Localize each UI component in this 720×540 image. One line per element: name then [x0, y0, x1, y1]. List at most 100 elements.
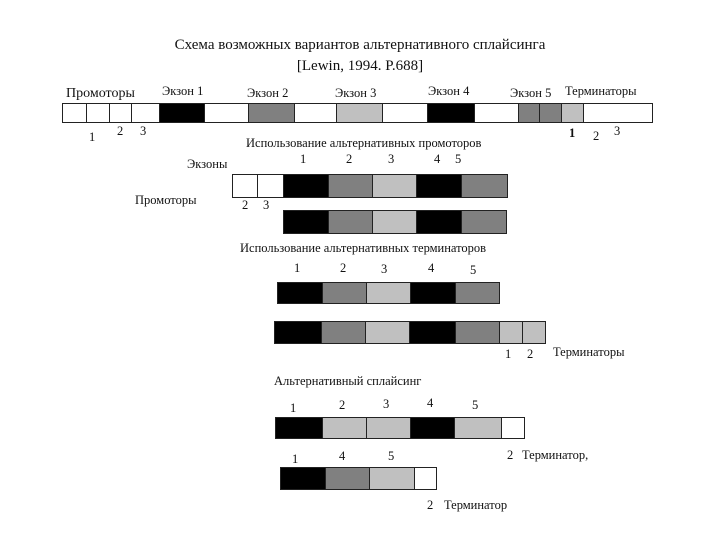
exon-5-segment	[462, 175, 507, 197]
exon-number: 2	[346, 152, 353, 166]
exon-5-segment	[456, 322, 500, 343]
promoter-number: 2	[117, 124, 124, 138]
alt-promoters-heading: Использование альтернативных промоторов	[246, 136, 482, 150]
exon-3-label: Экзон 3	[335, 86, 377, 100]
exon-number: 4	[434, 152, 441, 166]
exon-2-segment	[329, 175, 373, 197]
terminator-number: 2	[593, 129, 600, 143]
exon-1-segment	[284, 211, 329, 233]
transcript-terminator-1	[277, 282, 500, 304]
terminator-number: 1	[505, 347, 512, 361]
exon-number: 1	[292, 452, 299, 466]
exon-number: 2	[340, 261, 347, 275]
exon-4-segment	[326, 468, 370, 489]
intron-segment	[295, 104, 337, 122]
exon-5-segment	[519, 104, 540, 122]
exon-1-segment	[284, 175, 329, 197]
intron-segment	[205, 104, 249, 122]
terminator-2-segment	[562, 104, 584, 122]
exon-3-segment	[373, 211, 417, 233]
terminator-3-segment	[584, 104, 613, 122]
alt-terminators-heading: Использование альтернативных терминаторо…	[240, 241, 487, 255]
promoter-number: 3	[263, 198, 270, 212]
promoter-number: 2	[242, 198, 249, 212]
exon-4-segment	[417, 211, 462, 233]
terminator-label: Терминатор	[444, 498, 508, 512]
terminator-1-segment	[500, 322, 523, 343]
exon-1-label: Экзон 1	[162, 84, 204, 98]
promoter-segment	[258, 175, 284, 197]
exon-4-segment	[410, 322, 456, 343]
exon-number: 3	[388, 152, 395, 166]
exon-4-segment	[411, 283, 456, 303]
exon-1-segment	[276, 418, 323, 438]
exon-2-segment	[329, 211, 373, 233]
diagram-title: Схема возможных вариантов альтернативног…	[174, 37, 546, 53]
exon-2-segment	[249, 104, 295, 122]
terminators-label-2: Терминаторы	[553, 345, 625, 359]
exon-5-segment	[456, 283, 499, 303]
exon-number: 4	[427, 396, 434, 410]
exon-number: 5	[470, 263, 477, 277]
exon-number: 2	[339, 398, 346, 412]
terminator-2-segment	[502, 418, 524, 438]
promoter-2-segment	[110, 104, 132, 122]
promoter-number: 1	[89, 130, 96, 144]
terminator-label: Терминатор,	[522, 448, 589, 462]
promoters-label: Промоторы	[66, 86, 135, 101]
terminator-2-segment	[523, 322, 545, 343]
exon-3-segment	[366, 322, 410, 343]
exon-number: 1	[290, 401, 297, 415]
exon-4-segment	[417, 175, 462, 197]
exon-5-segment	[455, 418, 502, 438]
exon-number: 3	[383, 397, 390, 411]
transcript-splice-variant-1	[275, 417, 525, 439]
exon-4-segment	[428, 104, 475, 122]
gene-blank-segment	[63, 104, 87, 122]
exon-number: 5	[455, 152, 462, 166]
gene-strip	[62, 103, 653, 123]
alt-splicing-heading: Альтернативный сплайсинг	[274, 374, 422, 388]
exon-5-segment	[462, 211, 506, 233]
exon-number: 4	[428, 261, 435, 275]
terminator-2-segment	[415, 468, 436, 489]
intron-segment	[475, 104, 519, 122]
promoter-number: 3	[140, 124, 147, 138]
terminators-label-top: Терминаторы	[565, 84, 637, 98]
promoter-3-segment	[132, 104, 160, 122]
transcript-splice-variant-2	[280, 467, 437, 490]
promoter-1-segment	[87, 104, 110, 122]
terminator-number: 1	[569, 126, 576, 140]
promoter-segment	[233, 175, 258, 197]
exon-1-segment	[275, 322, 322, 343]
exon-1-segment	[281, 468, 326, 489]
exon-5-segment	[370, 468, 415, 489]
exon-4-label: Экзон 4	[428, 84, 470, 98]
exon-number: 5	[472, 398, 479, 412]
exon-number: 1	[294, 261, 301, 275]
exon-number: 3	[381, 262, 388, 276]
exon-2-segment	[322, 322, 366, 343]
exon-3-segment	[367, 283, 411, 303]
exons-label: Экзоны	[187, 157, 228, 171]
transcript-promoter-2	[232, 174, 508, 198]
terminator-1-segment	[540, 104, 562, 122]
terminator-number: 2	[527, 347, 534, 361]
exon-4-segment	[411, 418, 455, 438]
terminator-number: 3	[614, 124, 621, 138]
diagram-source: [Lewin, 1994. P.688]	[296, 58, 424, 74]
exon-number: 1	[300, 152, 307, 166]
exon-3-segment	[367, 418, 411, 438]
exon-3-segment	[373, 175, 417, 197]
exon-2-label: Экзон 2	[247, 86, 289, 100]
terminator-number: 2	[427, 498, 434, 512]
transcript-terminator-2	[274, 321, 546, 344]
exon-1-segment	[278, 283, 323, 303]
terminator-number: 2	[507, 448, 514, 462]
exon-number: 4	[339, 449, 346, 463]
exon-5-label: Экзон 5	[510, 86, 552, 100]
promoters-label-2: Промоторы	[135, 193, 197, 207]
exon-number: 5	[388, 449, 395, 463]
transcript-promoter-3	[283, 210, 507, 234]
exon-1-segment	[160, 104, 205, 122]
